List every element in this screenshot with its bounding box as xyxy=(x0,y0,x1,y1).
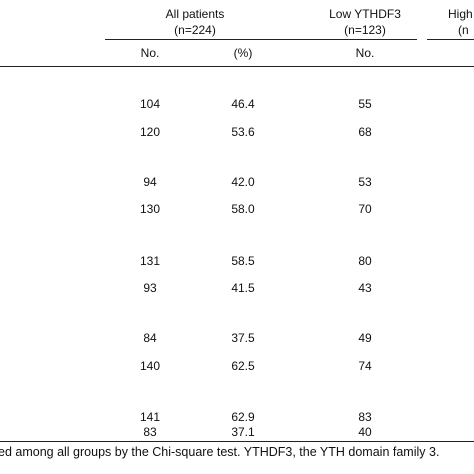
group-header-high-ythdf3: High xyxy=(448,7,473,21)
table-cell-low: 80 xyxy=(358,254,372,268)
table-cell-pct: 37.5 xyxy=(231,331,255,345)
group-rule-all-patients xyxy=(105,39,417,40)
table-cell-no: 84 xyxy=(143,331,157,345)
table-cell-low: 68 xyxy=(358,125,372,139)
table-cell-pct: 62.5 xyxy=(231,359,255,373)
table-cell-low: 70 xyxy=(358,202,372,216)
table-cell-low: 74 xyxy=(358,359,372,373)
table-cell-no: 104 xyxy=(139,97,161,111)
header-rule xyxy=(0,66,474,67)
table-cell-low: 49 xyxy=(358,331,372,345)
table-cell-low: 40 xyxy=(358,425,372,439)
table-cell-pct: 58.5 xyxy=(231,254,255,268)
table-cell-no: 131 xyxy=(139,254,161,268)
table-cell-no: 83 xyxy=(143,425,157,439)
group-n-all-patients: (n=224) xyxy=(174,23,216,37)
table-cell-pct: 62.9 xyxy=(231,410,255,424)
table-cell-no: 140 xyxy=(139,359,161,373)
table-cell-no: 93 xyxy=(143,281,157,295)
table-cell-low: 55 xyxy=(358,97,372,111)
group-n-high-ythdf3: (n xyxy=(458,23,469,37)
table-cell-low: 43 xyxy=(358,281,372,295)
group-header-low-ythdf3: Low YTHDF3 xyxy=(329,7,401,21)
table-bottom-rule xyxy=(0,441,474,442)
group-header-all-patients: All patients xyxy=(165,7,225,21)
table-cell-pct: 37.1 xyxy=(231,425,255,439)
table-cell-no: 94 xyxy=(143,175,157,189)
table-cell-pct: 46.4 xyxy=(231,97,255,111)
table-cell-low: 83 xyxy=(358,410,372,424)
table-cell-low: 53 xyxy=(358,175,372,189)
table-cell-pct: 58.0 xyxy=(231,202,255,216)
table-cell-pct: 53.6 xyxy=(231,125,255,139)
table-cell-no: 120 xyxy=(139,125,161,139)
subheader-percent: (%) xyxy=(233,46,253,60)
table-cell-pct: 42.0 xyxy=(231,175,255,189)
group-n-low-ythdf3: (n=123) xyxy=(344,23,386,37)
table-cell-no: 130 xyxy=(139,202,161,216)
group-rule-high xyxy=(427,39,474,40)
subheader-low-no: No. xyxy=(355,46,375,60)
table-cell-no: 141 xyxy=(139,410,161,424)
table-footnote: ed among all groups by the Chi-square te… xyxy=(0,445,440,459)
table-cell-pct: 41.5 xyxy=(231,281,255,295)
subheader-no: No. xyxy=(140,46,160,60)
